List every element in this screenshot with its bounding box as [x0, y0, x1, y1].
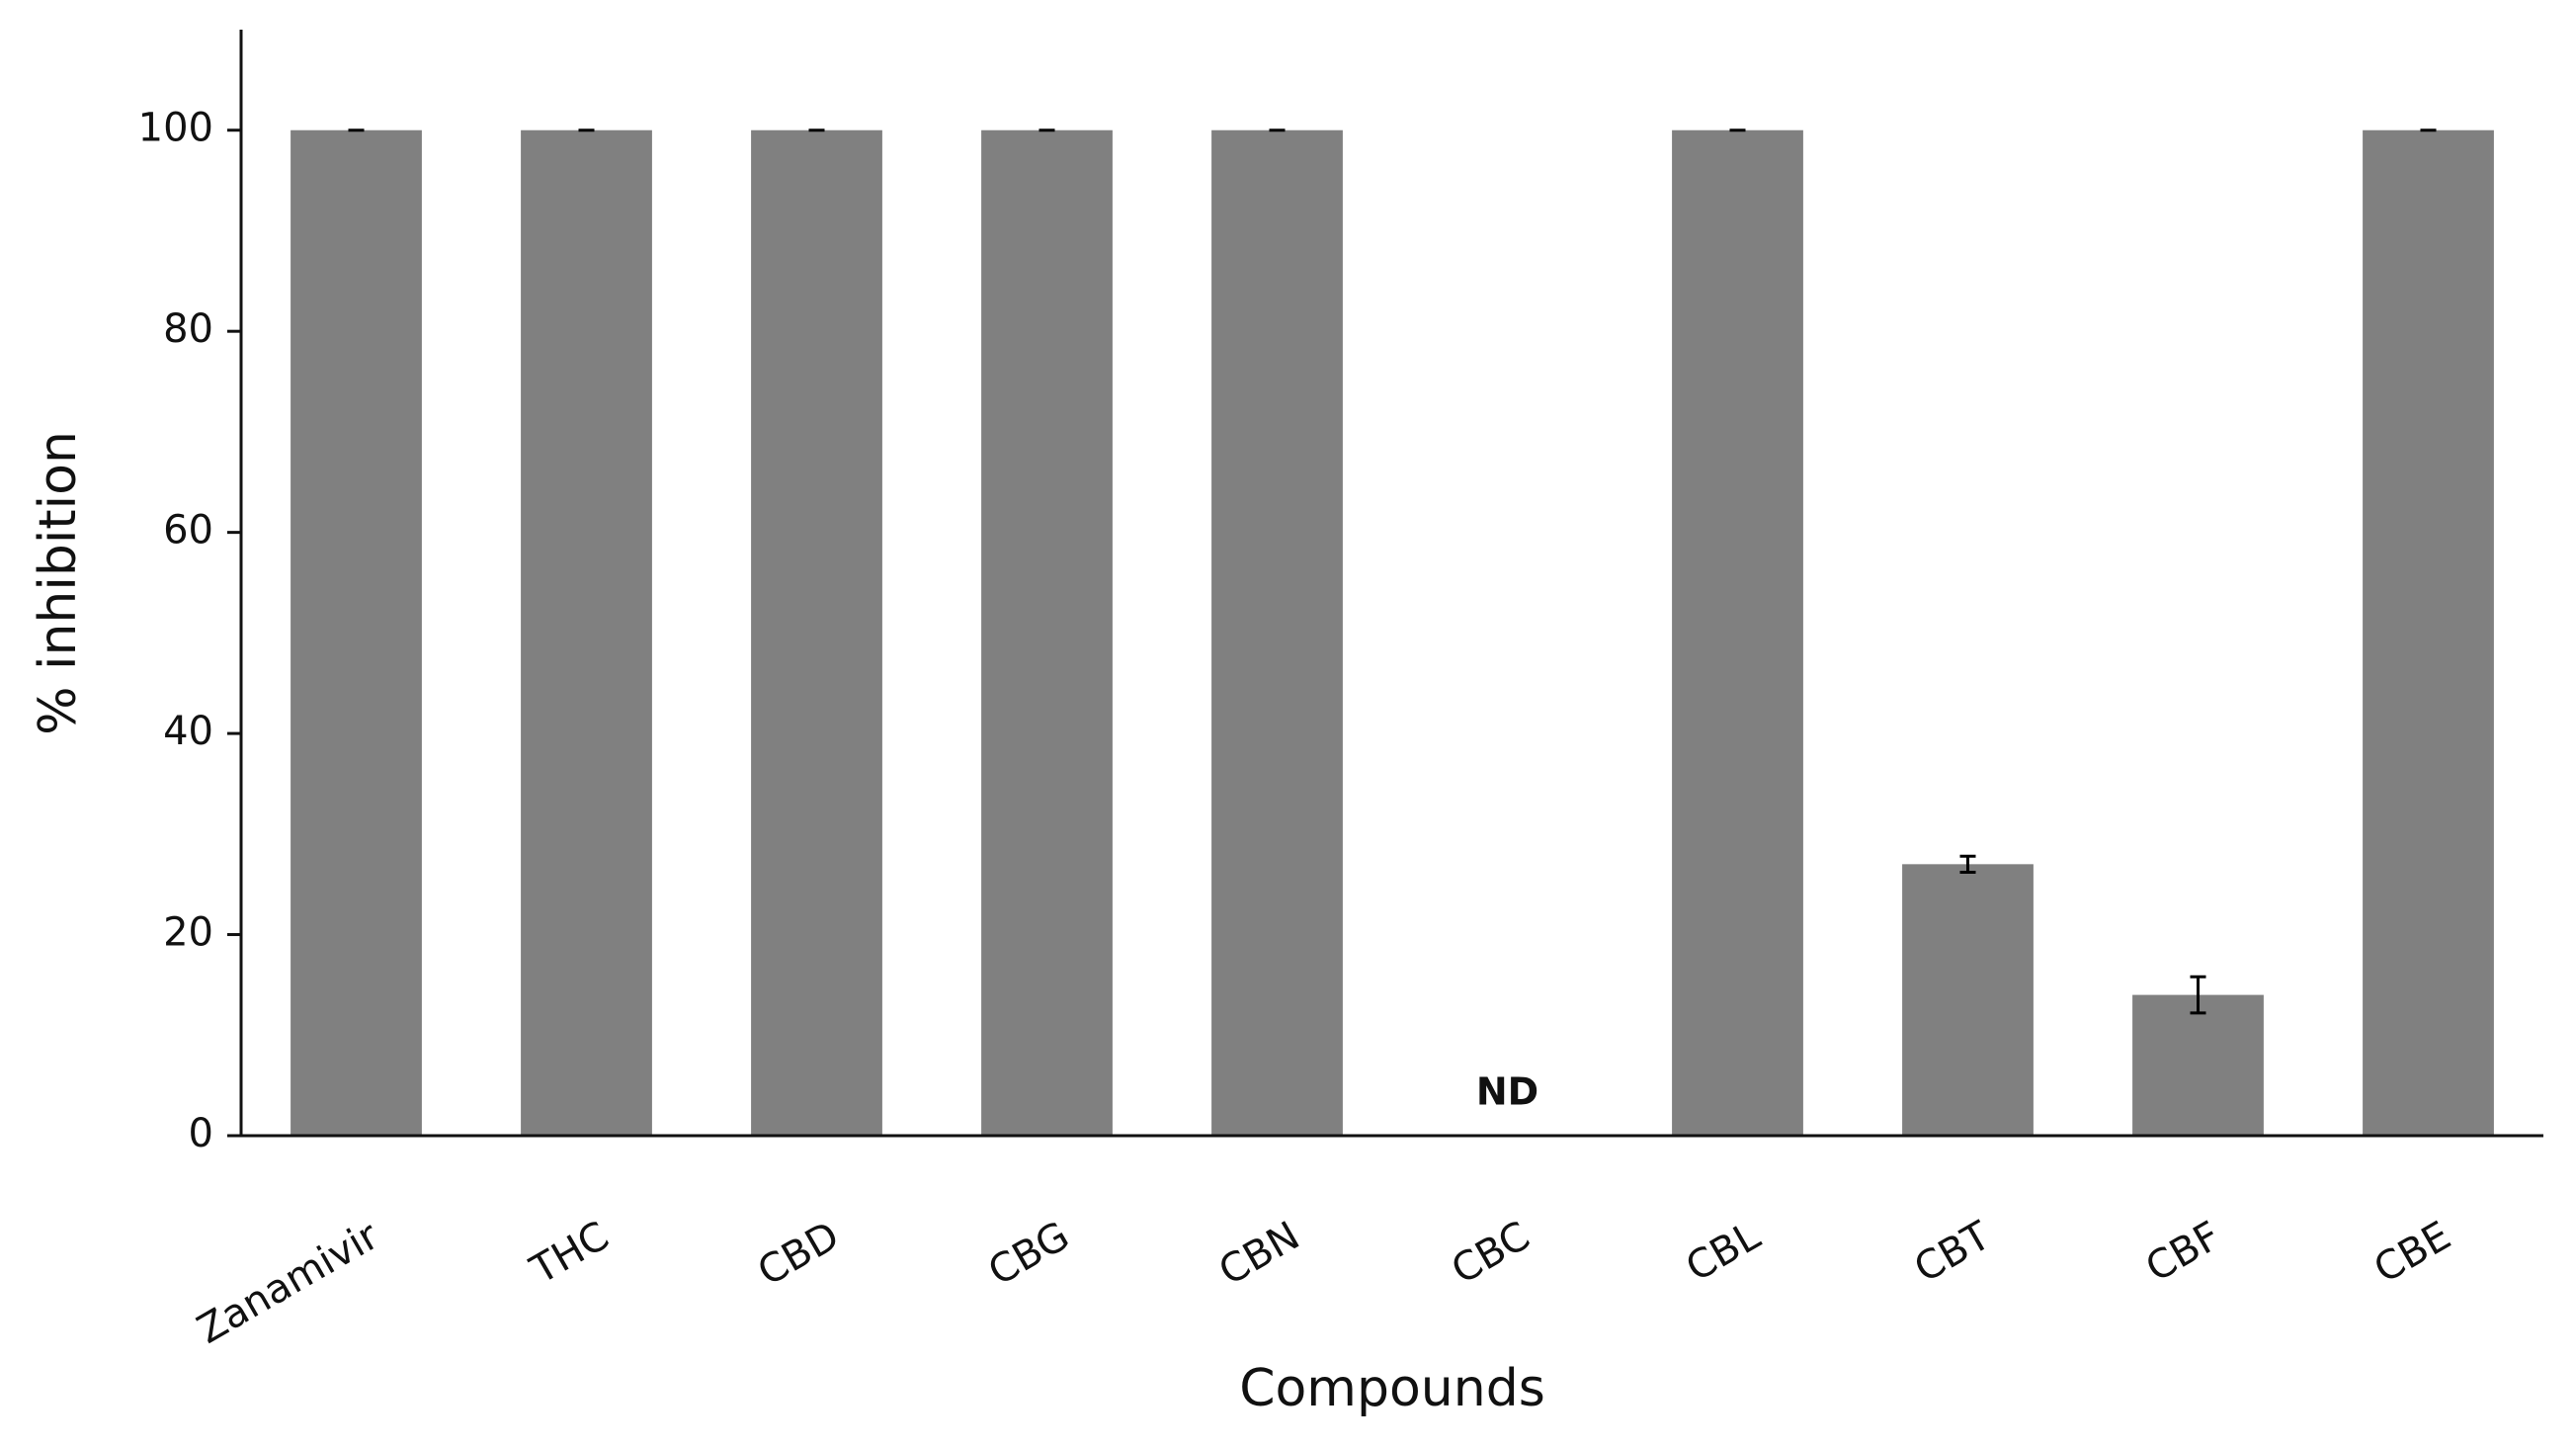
- x-tick-label: CBE: [2367, 1213, 2458, 1292]
- x-tick-label: CBF: [2138, 1213, 2228, 1291]
- error-bar: [2190, 975, 2206, 1015]
- x-tick-label: Zanamivir: [190, 1213, 386, 1353]
- x-tick-label: CBC: [1444, 1213, 1537, 1293]
- x-tick-label: CBN: [1211, 1213, 1307, 1294]
- error-bar: [1959, 854, 1976, 874]
- y-tick-label: 80: [163, 306, 213, 352]
- bar: [981, 129, 1113, 1136]
- bar: [2363, 129, 2494, 1136]
- y-tick-label: 40: [163, 709, 213, 754]
- bar: [2132, 994, 2264, 1136]
- y-tick-label: 100: [138, 106, 213, 151]
- value-label: ND: [1476, 1070, 1538, 1114]
- bar: [1211, 129, 1343, 1136]
- x-tick-label: THC: [523, 1213, 617, 1294]
- y-tick-label: 60: [163, 508, 213, 554]
- bar: [1672, 129, 1803, 1136]
- x-axis-title: Compounds: [1239, 1359, 1545, 1418]
- bar: [291, 129, 422, 1136]
- bar: [751, 129, 882, 1136]
- x-tick-label: CBT: [1907, 1213, 1999, 1292]
- bar: [521, 129, 652, 1136]
- y-tick-label: 0: [189, 1111, 213, 1156]
- x-tick-label: CBG: [981, 1213, 1077, 1295]
- bar: [1902, 864, 2034, 1136]
- x-tick-label: CBD: [750, 1213, 847, 1295]
- y-tick-label: 20: [163, 910, 213, 956]
- x-tick-label: CBL: [1679, 1213, 1769, 1291]
- y-axis-title: % inhibition: [29, 431, 88, 735]
